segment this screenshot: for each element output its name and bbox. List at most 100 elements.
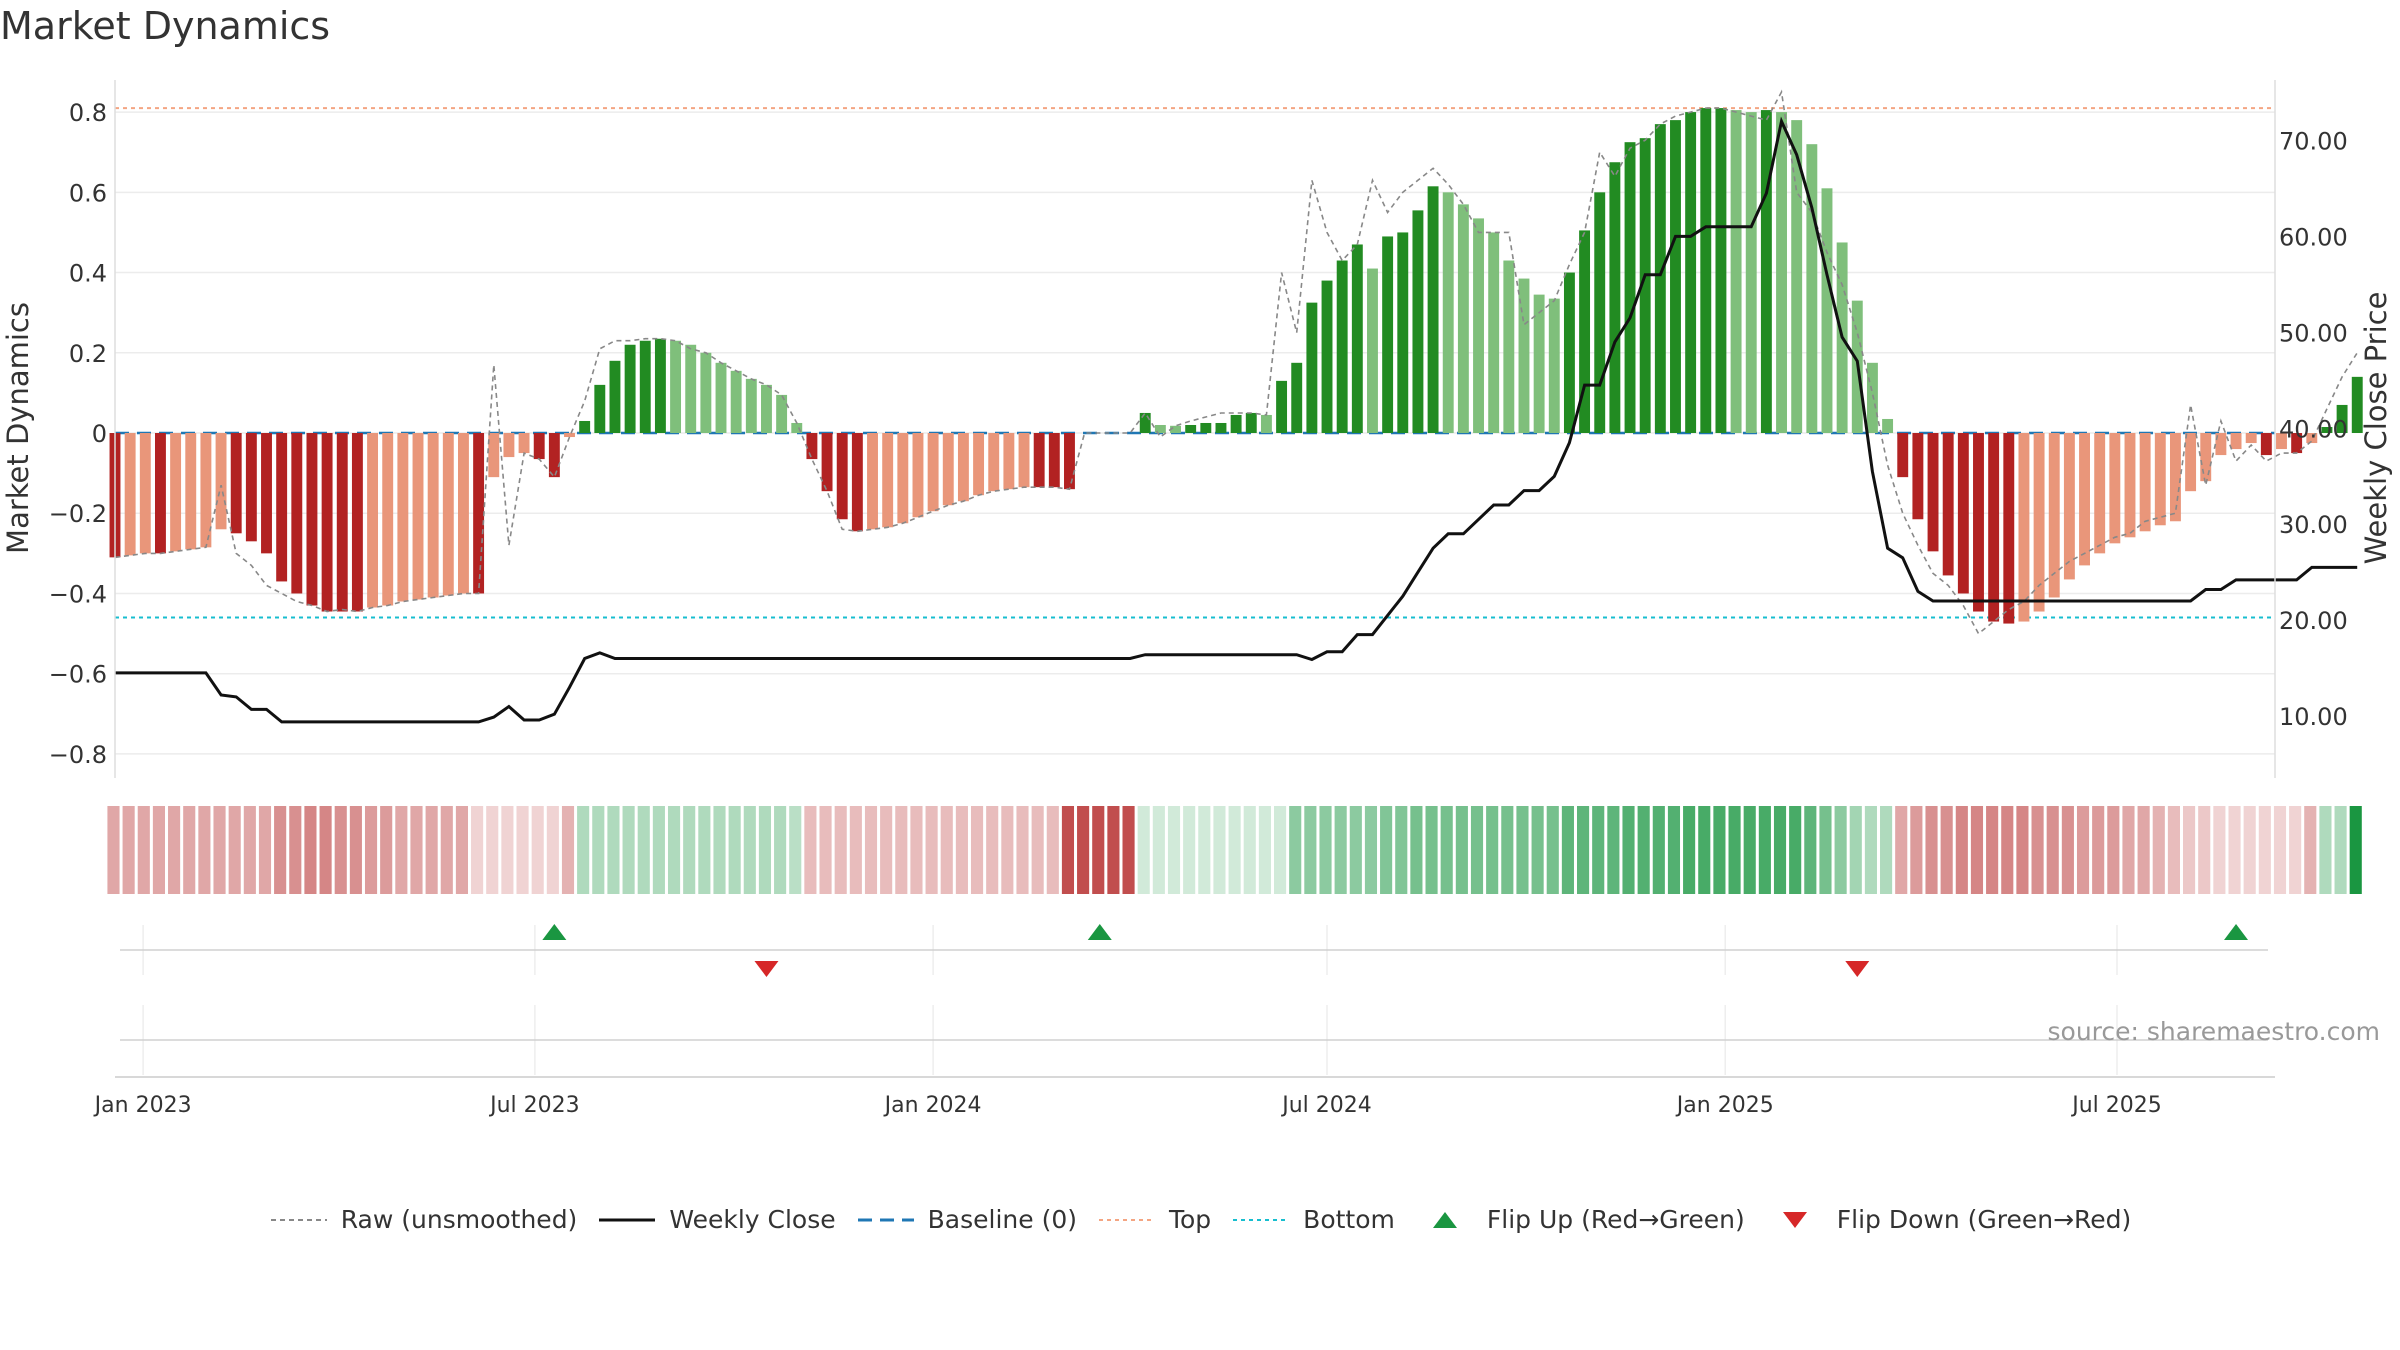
- regime-cell: [2198, 806, 2211, 894]
- regime-cell: [1470, 806, 1484, 894]
- regime-cell: [2061, 806, 2074, 894]
- regime-cell: [1910, 806, 1923, 894]
- regime-cell: [1849, 806, 1862, 894]
- x-tick-label: Jan 2025: [1675, 1093, 1774, 1118]
- momentum-bar: [2124, 433, 2136, 538]
- momentum-bar: [1367, 268, 1378, 434]
- momentum-bar: [1457, 204, 1469, 434]
- momentum-bar: [624, 344, 636, 434]
- momentum-bar: [2033, 433, 2045, 612]
- regime-cell: [183, 806, 196, 894]
- momentum-bar: [685, 344, 697, 434]
- momentum-bar: [1745, 112, 1757, 434]
- regime-cell: [1258, 806, 1271, 894]
- regime-cell: [758, 806, 772, 894]
- regime-cell: [698, 806, 711, 894]
- y-axis-label: Market Dynamics: [1, 302, 35, 554]
- legend-swatch: [1233, 1218, 1290, 1221]
- regime-cell: [1834, 806, 1847, 894]
- y-tick-label: −0.4: [49, 580, 107, 608]
- momentum-bar: [2351, 376, 2363, 434]
- momentum-bar: [700, 352, 712, 434]
- regime-cell: [895, 806, 908, 894]
- momentum-bar: [715, 362, 727, 434]
- regime-cell: [667, 806, 681, 894]
- regime-cell: [1289, 806, 1302, 894]
- regime-band: [107, 806, 2362, 894]
- regime-cell: [2001, 806, 2014, 894]
- regime-cell: [501, 806, 514, 894]
- momentum-bar: [1579, 230, 1591, 434]
- momentum-bar: [2169, 433, 2181, 522]
- momentum-bar: [1518, 278, 1530, 434]
- regime-cell: [168, 806, 181, 894]
- momentum-bar: [579, 420, 591, 434]
- momentum-bar: [170, 433, 182, 552]
- regime-cell: [1001, 806, 1014, 894]
- momentum-bar: [973, 433, 985, 496]
- regime-cell: [804, 806, 817, 894]
- y-tick-label: 0.8: [69, 99, 107, 127]
- regime-cell: [2183, 806, 2196, 894]
- momentum-bar: [1260, 414, 1272, 434]
- momentum-bar: [548, 433, 560, 478]
- regime-cell: [1516, 806, 1529, 894]
- regime-cell: [1046, 806, 1059, 894]
- momentum-bar: [2215, 433, 2227, 456]
- regime-cell: [1486, 806, 1499, 894]
- regime-cell: [1243, 806, 1256, 894]
- regime-cell: [910, 806, 923, 894]
- regime-cell: [2152, 806, 2165, 894]
- flip-up-marker: [2224, 924, 2249, 940]
- momentum-bar: [1503, 260, 1515, 434]
- regime-cell: [274, 806, 287, 894]
- momentum-bar: [1776, 112, 1787, 434]
- momentum-bar: [639, 340, 651, 434]
- regime-cell: [152, 806, 165, 894]
- momentum-bar: [1791, 120, 1803, 434]
- regime-cell: [2273, 806, 2287, 894]
- momentum-bar: [382, 433, 394, 606]
- momentum-bar: [1821, 188, 1833, 434]
- momentum-bar: [1018, 433, 1030, 488]
- momentum-bar: [1412, 210, 1424, 434]
- regime-cell: [410, 806, 423, 894]
- regime-cell: [1213, 806, 1226, 894]
- regime-cell: [334, 806, 347, 894]
- momentum-bar: [851, 433, 863, 532]
- momentum-bar: [1306, 302, 1318, 434]
- momentum-bar: [367, 433, 379, 608]
- momentum-bar: [745, 378, 757, 434]
- momentum-bar: [1670, 120, 1681, 434]
- momentum-bar: [836, 433, 848, 520]
- momentum-bar: [1139, 412, 1151, 434]
- regime-cell: [880, 806, 893, 894]
- regime-cell: [1016, 806, 1029, 894]
- x-tick-label: Jul 2023: [488, 1093, 580, 1118]
- momentum-bar: [442, 433, 454, 596]
- regime-cell: [2258, 806, 2271, 894]
- momentum-bar: [2336, 404, 2348, 434]
- regime-cell: [1546, 806, 1559, 894]
- momentum-bar: [2230, 433, 2242, 450]
- momentum-bar: [1048, 433, 1060, 488]
- momentum-bar: [336, 433, 348, 612]
- legend-label: Top: [1168, 1205, 1212, 1234]
- momentum-bar: [2003, 433, 2015, 624]
- y-tick-label: −0.6: [49, 661, 107, 689]
- momentum-bar: [1003, 433, 1015, 490]
- momentum-bar: [609, 360, 621, 434]
- momentum-bar: [2306, 433, 2318, 444]
- regime-cell: [1925, 806, 1938, 894]
- regime-cell: [1758, 806, 1771, 894]
- momentum-bar: [458, 433, 469, 594]
- regime-cell: [1077, 806, 1090, 894]
- regime-cell: [319, 806, 332, 894]
- momentum-bar: [564, 433, 575, 438]
- momentum-bar: [351, 433, 363, 612]
- regime-cell: [2016, 806, 2029, 894]
- regime-cell: [107, 806, 120, 894]
- momentum-bar: [1397, 232, 1409, 434]
- regime-cell: [713, 806, 726, 894]
- legend-item-flip-up: Flip Up (Red→Green): [1415, 1205, 1745, 1234]
